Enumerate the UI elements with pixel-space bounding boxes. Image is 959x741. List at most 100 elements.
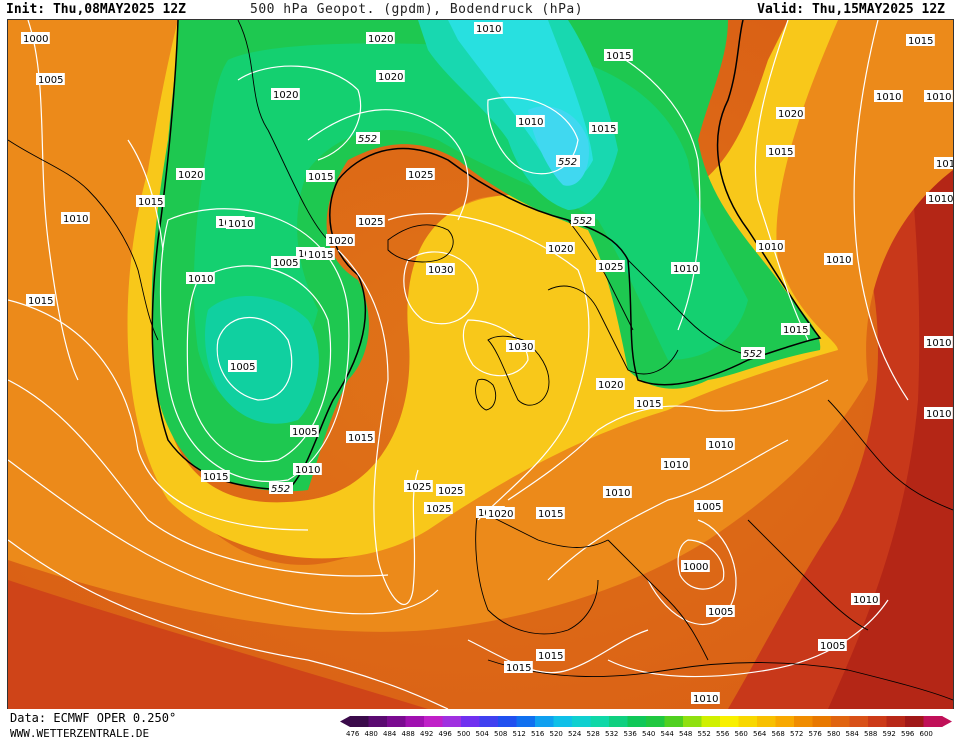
isobar-label: 1010	[924, 90, 953, 103]
svg-text:1015: 1015	[506, 663, 531, 674]
legend-tick-label: 488	[402, 730, 415, 738]
isobar-label: 1010	[293, 463, 322, 476]
legend-swatch	[516, 716, 536, 727]
svg-text:552: 552	[358, 134, 377, 145]
svg-text:1030: 1030	[428, 265, 453, 276]
legend-tick-label: 564	[753, 730, 767, 738]
isobar-label: 1010	[924, 336, 953, 349]
legend-swatch	[794, 716, 813, 727]
legend-swatch	[720, 716, 739, 727]
legend-swatch	[812, 716, 832, 727]
isobar-label: 1025	[596, 260, 625, 273]
svg-text:1015: 1015	[636, 399, 661, 410]
isobar-label: 1010	[691, 692, 720, 705]
legend-tick-label: 532	[605, 730, 618, 738]
isobar-label: 1005	[228, 360, 257, 373]
isobar-line	[403, 251, 479, 325]
isobar-line	[8, 459, 439, 615]
svg-text:1015: 1015	[768, 147, 793, 158]
isobar-label: 1020	[776, 107, 805, 120]
svg-text:1005: 1005	[273, 258, 298, 269]
isobar-label: 1010	[924, 407, 953, 420]
greenland-coast	[8, 139, 159, 341]
weather-map[interactable]: 552 552 552 552 552 1000 1005 1010 1010 1015 1020…	[7, 19, 954, 710]
legend-swatch	[868, 716, 887, 727]
website-link[interactable]: WWW.WETTERZENTRALE.DE	[10, 727, 150, 740]
svg-text:1005: 1005	[820, 641, 845, 652]
isobar-label: 1000	[681, 560, 710, 573]
legend-tick-label: 588	[864, 730, 877, 738]
legend-swatch	[405, 716, 425, 727]
isobar-line	[337, 249, 419, 605]
isobar-label: 1020	[486, 507, 515, 520]
greece-coast	[747, 519, 869, 631]
svg-text:1010: 1010	[876, 92, 901, 103]
legend-swatch	[572, 716, 591, 727]
isobar-label: 1020	[271, 88, 300, 101]
svg-text:1005: 1005	[230, 362, 255, 373]
isobar-label: 1005	[706, 605, 735, 618]
isobar-label: 1010	[671, 262, 700, 275]
greenland-east-coast	[237, 20, 329, 241]
legend-swatch	[553, 716, 573, 727]
isobar-label: 1015	[26, 294, 55, 307]
isobar-label: 1015	[589, 122, 618, 135]
legend-swatch	[387, 716, 406, 727]
map-canvas: 552 552 552 552 552 1000 1005 1010 1010 1015 1020…	[8, 20, 953, 709]
british-isles-coast	[487, 335, 550, 406]
svg-text:1010: 1010	[693, 694, 718, 705]
isobar-label: 1015	[634, 397, 663, 410]
atlantic-low-core	[205, 296, 319, 424]
legend-arrow-right	[942, 716, 952, 727]
legend-swatch	[442, 716, 462, 727]
isobar-label: 1020	[376, 70, 405, 83]
svg-text:1010: 1010	[826, 255, 851, 266]
svg-text:1010: 1010	[518, 117, 543, 128]
isobar-label: 1015	[306, 170, 335, 183]
isobar-label: 1010	[874, 90, 903, 103]
legend-tick-label: 560	[735, 730, 748, 738]
isobar-label: 1010	[474, 22, 503, 35]
isobar-label: 1010	[706, 438, 735, 451]
isobar-label: 1010	[61, 212, 90, 225]
legend-tick-label: 568	[772, 730, 785, 738]
isobar-label: 1025	[406, 168, 435, 181]
contour-552-label: 552	[556, 155, 580, 168]
init-time: Init: Thu,08MAY2025 12Z	[6, 2, 187, 17]
isobar-label: 1015	[306, 248, 335, 261]
legend-bar: 476 480 484 488 492 496 500 504 508 512 516 520 524 5…	[340, 716, 952, 738]
legend-tick-label: 504	[476, 730, 490, 738]
svg-text:1010: 1010	[63, 214, 88, 225]
svg-text:1025: 1025	[408, 170, 433, 181]
svg-text:1015: 1015	[908, 36, 933, 47]
isobar-label: 1015	[504, 661, 533, 674]
svg-text:1015: 1015	[28, 296, 53, 307]
svg-text:1015: 1015	[348, 433, 373, 444]
legend-tick-label: 580	[827, 730, 840, 738]
svg-text:1010: 1010	[295, 465, 320, 476]
map-footer: Data: ECMWF OPER 0.250° WWW.WETTERZENTRA…	[0, 709, 959, 741]
contour-552-label: 552	[269, 482, 293, 495]
isobar-line	[237, 65, 362, 161]
svg-text:1010: 1010	[928, 194, 953, 205]
legend-swatch	[535, 716, 554, 727]
svg-text:1010: 1010	[605, 488, 630, 499]
baltic-coast	[627, 259, 749, 356]
svg-text:1000: 1000	[683, 562, 708, 573]
isobar-line	[487, 96, 579, 175]
svg-text:1010: 1010	[758, 242, 783, 253]
isobar-line	[186, 265, 332, 463]
legend-swatch	[498, 716, 517, 727]
legend-tick-label: 480	[365, 730, 378, 738]
north-sea-coast	[547, 285, 679, 375]
isobar-label: 1010	[186, 272, 215, 285]
isobar-line	[387, 213, 590, 521]
svg-text:1015: 1015	[308, 250, 333, 261]
svg-text:1025: 1025	[358, 217, 383, 228]
legend-swatch	[831, 716, 850, 727]
isobar-label: 1010	[756, 240, 785, 253]
svg-text:1005: 1005	[38, 75, 63, 86]
svg-text:1010: 1010	[673, 264, 698, 275]
isobar-label: 1025	[404, 480, 433, 493]
isobar-label: 1010	[603, 486, 632, 499]
